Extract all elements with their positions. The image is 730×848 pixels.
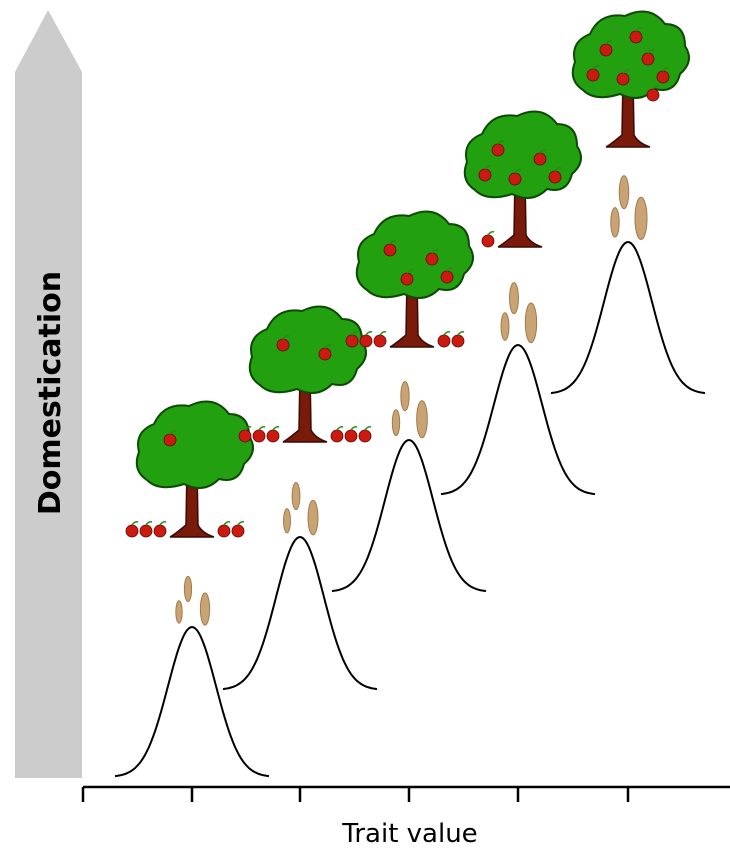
- leaf: [351, 427, 357, 430]
- seed: [292, 482, 300, 509]
- canopy: [357, 212, 473, 299]
- seed: [525, 303, 536, 343]
- domestication-diagram: Domestication Trait value: [0, 0, 730, 848]
- apple: [438, 335, 450, 347]
- trait-distribution: [223, 482, 377, 689]
- apple: [374, 335, 386, 347]
- leaf: [365, 427, 371, 430]
- apple: [331, 430, 343, 442]
- seed: [200, 593, 209, 625]
- apple: [401, 273, 413, 285]
- distribution-curve: [115, 627, 269, 776]
- apple: [319, 348, 331, 360]
- distribution-curve: [332, 440, 486, 591]
- apple: [218, 525, 230, 537]
- seed: [184, 576, 191, 601]
- apple: [600, 44, 612, 56]
- leaf: [380, 332, 386, 335]
- apple-tree: [239, 307, 371, 443]
- apple: [657, 71, 669, 83]
- apple-tree: [465, 112, 581, 248]
- canopy: [465, 112, 581, 199]
- apple: [647, 89, 659, 101]
- apple: [452, 335, 464, 347]
- x-axis: [83, 787, 730, 802]
- apple: [482, 235, 494, 247]
- leaf: [444, 332, 450, 335]
- apple: [267, 430, 279, 442]
- apple: [232, 525, 244, 537]
- apple: [509, 173, 521, 185]
- apple: [630, 31, 642, 43]
- apple: [441, 271, 453, 283]
- apple: [154, 525, 166, 537]
- apple: [359, 430, 371, 442]
- seed: [176, 601, 182, 623]
- apple: [346, 335, 358, 347]
- apple: [140, 525, 152, 537]
- seed: [510, 283, 519, 314]
- leaf: [224, 522, 230, 525]
- apple: [239, 430, 251, 442]
- apple: [164, 434, 176, 446]
- apple: [126, 525, 138, 537]
- canopy: [250, 307, 366, 394]
- apple: [253, 430, 265, 442]
- seed: [392, 410, 399, 436]
- seed: [501, 313, 509, 341]
- apple: [492, 144, 504, 156]
- trait-distribution: [332, 382, 486, 592]
- apple-tree: [573, 12, 689, 148]
- seed: [611, 208, 619, 237]
- trait-distribution: [551, 176, 705, 393]
- axis-label: Trait value: [341, 819, 477, 848]
- leaf: [146, 522, 152, 525]
- apple: [642, 53, 654, 65]
- apple: [345, 430, 357, 442]
- seed: [284, 509, 291, 533]
- apple-tree: [126, 402, 253, 538]
- leaf: [160, 522, 166, 525]
- arrow-label: Domestication: [33, 271, 68, 515]
- trait-distribution: [115, 576, 269, 776]
- distribution-curve: [223, 537, 377, 689]
- apple: [277, 339, 289, 351]
- leaf: [238, 522, 244, 525]
- apple: [617, 73, 629, 85]
- distribution-curve: [441, 345, 595, 494]
- apple-tree: [346, 212, 473, 348]
- trait-distribution: [441, 283, 595, 494]
- seed: [417, 401, 428, 438]
- leaf: [337, 427, 343, 430]
- apple: [587, 69, 599, 81]
- apple: [384, 244, 396, 256]
- illustrations: [115, 12, 705, 777]
- apple: [534, 153, 546, 165]
- leaf: [273, 427, 279, 430]
- canopy: [573, 12, 689, 99]
- leaf: [132, 522, 138, 525]
- seed: [308, 500, 318, 535]
- apple: [360, 335, 372, 347]
- leaf: [488, 232, 494, 235]
- seed: [619, 176, 628, 209]
- apple: [479, 169, 491, 181]
- canopy: [137, 402, 253, 489]
- seed: [635, 197, 647, 239]
- apple: [426, 253, 438, 265]
- leaf: [458, 332, 464, 335]
- seed: [401, 382, 409, 411]
- leaf: [259, 427, 265, 430]
- apple: [549, 171, 561, 183]
- leaf: [366, 332, 372, 335]
- distribution-curve: [551, 242, 705, 393]
